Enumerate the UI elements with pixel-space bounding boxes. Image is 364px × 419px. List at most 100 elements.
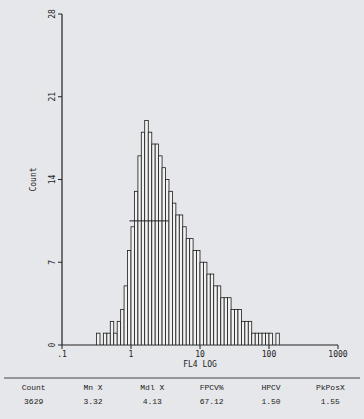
x-tick-label: 1000: [328, 350, 347, 359]
bar: [286, 345, 289, 346]
bar: [297, 345, 300, 346]
y-tick: [58, 262, 62, 263]
stats-value: 1.55: [321, 397, 340, 406]
bar: [197, 250, 200, 345]
bar: [214, 286, 218, 345]
bar: [96, 333, 99, 345]
bar: [303, 345, 306, 346]
stats-value: 67.12: [200, 397, 224, 406]
bar: [100, 345, 103, 346]
bar: [221, 298, 224, 345]
x-tick: [269, 345, 270, 349]
bar: [121, 310, 124, 345]
stats-value: 4.13: [143, 397, 162, 406]
bar: [79, 345, 82, 346]
background: [0, 0, 364, 419]
bar: [310, 345, 313, 346]
bar: [90, 345, 93, 346]
y-tick-label: 7: [48, 260, 57, 265]
stats-header: FPCV%: [200, 383, 224, 392]
x-tick-label: 1: [129, 350, 134, 359]
bar: [207, 274, 210, 345]
bar: [93, 345, 96, 346]
y-tick-label: 28: [48, 9, 57, 19]
bar: [131, 227, 134, 345]
bar: [193, 250, 196, 345]
bar: [114, 333, 117, 345]
y-tick: [58, 14, 62, 15]
chart: 07142128.11101001000CountFL4 LOGCount362…: [0, 0, 364, 419]
y-tick: [58, 345, 62, 346]
bar: [324, 345, 327, 346]
stats-rule: [4, 378, 360, 379]
bar: [148, 132, 151, 345]
bar: [169, 191, 172, 345]
bar: [200, 262, 203, 345]
bar: [86, 345, 89, 346]
bar: [155, 144, 158, 345]
bar: [231, 310, 234, 345]
bar: [331, 345, 334, 346]
bar: [69, 345, 72, 346]
bar: [217, 286, 220, 345]
bar: [283, 345, 287, 346]
bar: [241, 321, 244, 345]
bar: [172, 203, 175, 345]
stats-value: 3.32: [83, 397, 102, 406]
y-tick-label: 21: [48, 92, 57, 102]
y-tick-label: 14: [48, 175, 57, 185]
y-tick: [58, 96, 62, 97]
bar: [183, 227, 186, 345]
y-tick: [58, 179, 62, 180]
bar: [224, 298, 227, 345]
y-tick-label: 0: [48, 342, 57, 347]
bar: [124, 286, 127, 345]
bar: [179, 215, 182, 345]
bar: [234, 310, 237, 345]
x-tick: [338, 345, 339, 349]
y-axis-title: Count: [29, 167, 38, 191]
bar: [141, 132, 144, 345]
bar: [317, 345, 320, 346]
bar: [62, 345, 65, 346]
bar: [176, 215, 179, 345]
x-tick-label: 10: [195, 350, 205, 359]
stats-header: Mdl X: [140, 383, 164, 392]
bar: [238, 310, 241, 345]
bar: [138, 156, 141, 345]
bar: [245, 321, 248, 345]
bar: [134, 191, 138, 345]
stats-value: 1.50: [261, 397, 280, 406]
bar: [145, 120, 149, 345]
x-tick-label: .1: [57, 350, 67, 359]
bar: [266, 333, 269, 345]
x-tick: [200, 345, 201, 349]
bar: [110, 321, 113, 345]
bar: [152, 144, 155, 345]
bar: [203, 262, 207, 345]
bar: [335, 345, 338, 346]
bar: [259, 333, 262, 345]
stats-header: Count: [22, 383, 46, 392]
bar: [228, 298, 231, 345]
half-peak-line: [129, 220, 168, 221]
stats-header: PkPosX: [316, 383, 345, 392]
bar: [159, 156, 162, 345]
bar: [107, 333, 110, 345]
bar: [103, 333, 106, 345]
bar: [269, 333, 272, 345]
bar: [255, 333, 258, 345]
bar: [290, 345, 293, 346]
bar: [252, 333, 255, 345]
x-tick: [131, 345, 132, 349]
stats-header: HPCV: [261, 383, 280, 392]
bar: [307, 345, 310, 346]
bars: [96, 120, 279, 345]
stats-header: Mn X: [83, 383, 102, 392]
bar: [117, 321, 120, 345]
stats-value: 3629: [24, 397, 43, 406]
x-tick-label: 100: [262, 350, 277, 359]
bar: [262, 333, 265, 345]
bar: [279, 345, 282, 346]
bar: [65, 345, 69, 346]
